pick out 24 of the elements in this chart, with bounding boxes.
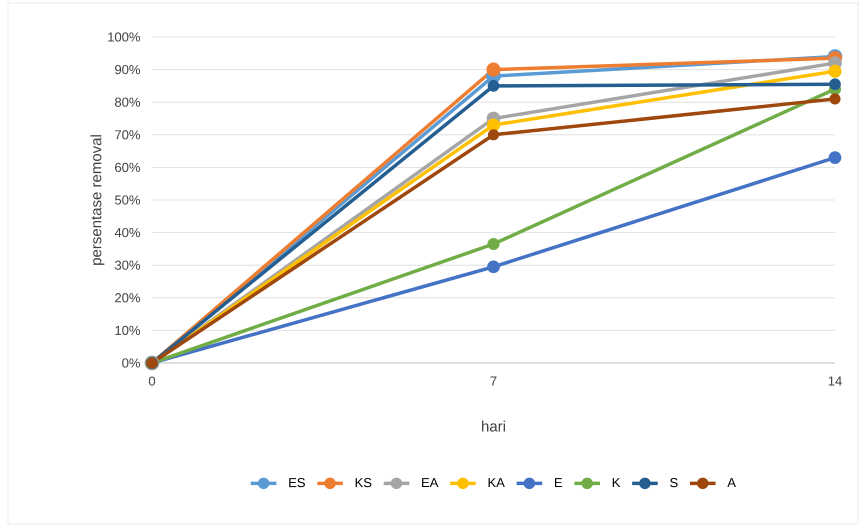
- legend-label: EA: [422, 478, 438, 488]
- y-tick-label: 60%: [115, 162, 140, 172]
- y-tick-label: 50%: [114, 195, 140, 205]
- x-tick-label: 14: [828, 376, 842, 386]
- legend-label: A: [727, 478, 736, 488]
- y-tick-label: 10%: [115, 326, 140, 335]
- y-tick-label: 80%: [115, 98, 140, 107]
- legend-label: E: [555, 478, 562, 488]
- y-tick-label: 40%: [114, 228, 140, 238]
- legend-label: KS: [356, 478, 372, 488]
- y-tick-label: 30%: [114, 260, 140, 270]
- legend-label: ES: [289, 478, 305, 488]
- y-tick-label: 20%: [115, 293, 140, 302]
- x-tick-label: 7: [490, 376, 496, 386]
- legend-label: KA: [488, 478, 505, 488]
- legend-label: S: [670, 478, 678, 488]
- x-axis-title: hari: [482, 420, 505, 432]
- y-axis-title: persentase removal: [90, 135, 104, 265]
- y-tick-label: 100%: [108, 32, 140, 42]
- y-tick-label: 70%: [115, 130, 140, 140]
- x-tick-label: 0: [148, 376, 156, 386]
- legend-label: K: [612, 478, 620, 488]
- y-tick-label: 90%: [115, 64, 140, 74]
- y-tick-label: 0%: [122, 358, 140, 368]
